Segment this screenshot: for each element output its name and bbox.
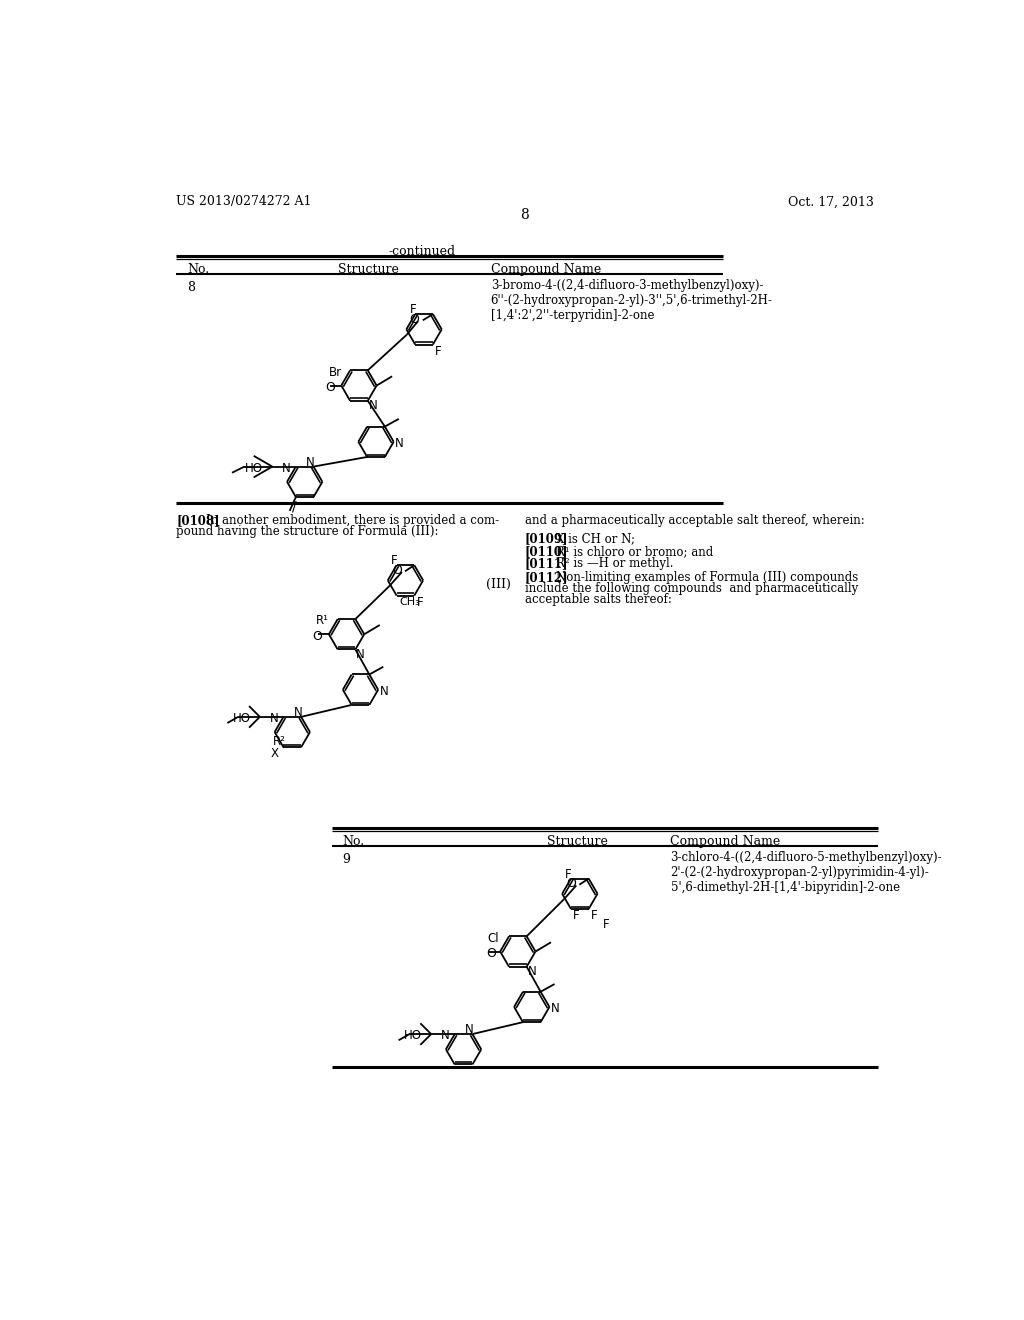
Text: acceptable salts thereof:: acceptable salts thereof: — [524, 593, 672, 606]
Text: N: N — [465, 1023, 474, 1036]
Text: and a pharmaceutically acceptable salt thereof, wherein:: and a pharmaceutically acceptable salt t… — [524, 515, 864, 527]
Text: include the following compounds  and pharmaceutically: include the following compounds and phar… — [524, 582, 858, 595]
Text: Br: Br — [329, 366, 342, 379]
Text: Compound Name: Compound Name — [490, 263, 601, 276]
Text: O: O — [410, 313, 419, 326]
Text: [0112]: [0112] — [524, 572, 568, 585]
Text: Non-limiting examples of Formula (III) compounds: Non-limiting examples of Formula (III) c… — [556, 572, 858, 585]
Text: O: O — [312, 630, 322, 643]
Text: (III): (III) — [486, 578, 511, 591]
Text: [0110]: [0110] — [524, 545, 568, 558]
Text: N: N — [369, 399, 377, 412]
Text: O: O — [566, 876, 577, 890]
Text: Oct. 17, 2013: Oct. 17, 2013 — [787, 195, 873, 209]
Text: CH₃: CH₃ — [399, 597, 420, 607]
Text: Compound Name: Compound Name — [671, 836, 780, 849]
Text: O: O — [325, 381, 335, 393]
Text: N: N — [282, 462, 291, 475]
Text: 9: 9 — [343, 853, 350, 866]
Text: N: N — [306, 455, 314, 469]
Text: R¹: R¹ — [316, 614, 329, 627]
Text: N: N — [356, 648, 365, 661]
Text: 8: 8 — [520, 209, 529, 223]
Text: F: F — [573, 909, 580, 921]
Text: [0111]: [0111] — [524, 557, 568, 570]
Text: F: F — [602, 919, 609, 931]
Text: F: F — [591, 909, 598, 921]
Text: HO: HO — [232, 713, 251, 725]
Text: R² is —H or methyl.: R² is —H or methyl. — [556, 557, 674, 570]
Text: 8: 8 — [187, 281, 195, 294]
Text: US 2013/0274272 A1: US 2013/0274272 A1 — [176, 195, 311, 209]
Text: O: O — [486, 946, 496, 960]
Text: 3-bromo-4-((2,4-difluoro-3-methylbenzyl)oxy)-
6''-(2-hydroxypropan-2-yl)-3'',5',: 3-bromo-4-((2,4-difluoro-3-methylbenzyl)… — [490, 280, 772, 322]
Text: [0108]: [0108] — [176, 515, 219, 527]
Text: 3-chloro-4-((2,4-difluoro-5-methylbenzyl)oxy)-
2'-(2-(2-hydroxypropan-2-yl)pyrim: 3-chloro-4-((2,4-difluoro-5-methylbenzyl… — [671, 851, 942, 895]
Text: pound having the structure of Formula (III):: pound having the structure of Formula (I… — [176, 525, 438, 539]
Text: F: F — [434, 346, 441, 358]
Text: HO: HO — [404, 1030, 422, 1043]
Text: No.: No. — [343, 836, 365, 849]
Text: F: F — [417, 595, 423, 609]
Text: F: F — [391, 554, 397, 568]
Text: Structure: Structure — [547, 836, 608, 849]
Text: [0109]: [0109] — [524, 533, 568, 545]
Text: N: N — [527, 965, 537, 978]
Text: HO: HO — [245, 462, 263, 475]
Text: N: N — [440, 1030, 450, 1043]
Text: R¹ is chloro or bromo; and: R¹ is chloro or bromo; and — [556, 545, 713, 558]
Text: N: N — [380, 685, 388, 698]
Text: R²: R² — [273, 735, 286, 748]
Text: X is CH or N;: X is CH or N; — [556, 533, 635, 545]
Text: -continued: -continued — [389, 244, 456, 257]
Text: In another embodiment, there is provided a com-: In another embodiment, there is provided… — [206, 515, 499, 527]
Text: N: N — [294, 706, 302, 719]
Text: Cl: Cl — [487, 932, 499, 945]
Text: Structure: Structure — [338, 263, 398, 276]
Text: No.: No. — [187, 263, 209, 276]
Text: F: F — [565, 867, 572, 880]
Text: O: O — [392, 564, 402, 577]
Text: /: / — [292, 499, 297, 513]
Text: F: F — [410, 304, 416, 317]
Text: X: X — [271, 747, 280, 760]
Text: N: N — [269, 713, 279, 725]
Text: N: N — [551, 1002, 560, 1015]
Text: N: N — [395, 437, 404, 450]
